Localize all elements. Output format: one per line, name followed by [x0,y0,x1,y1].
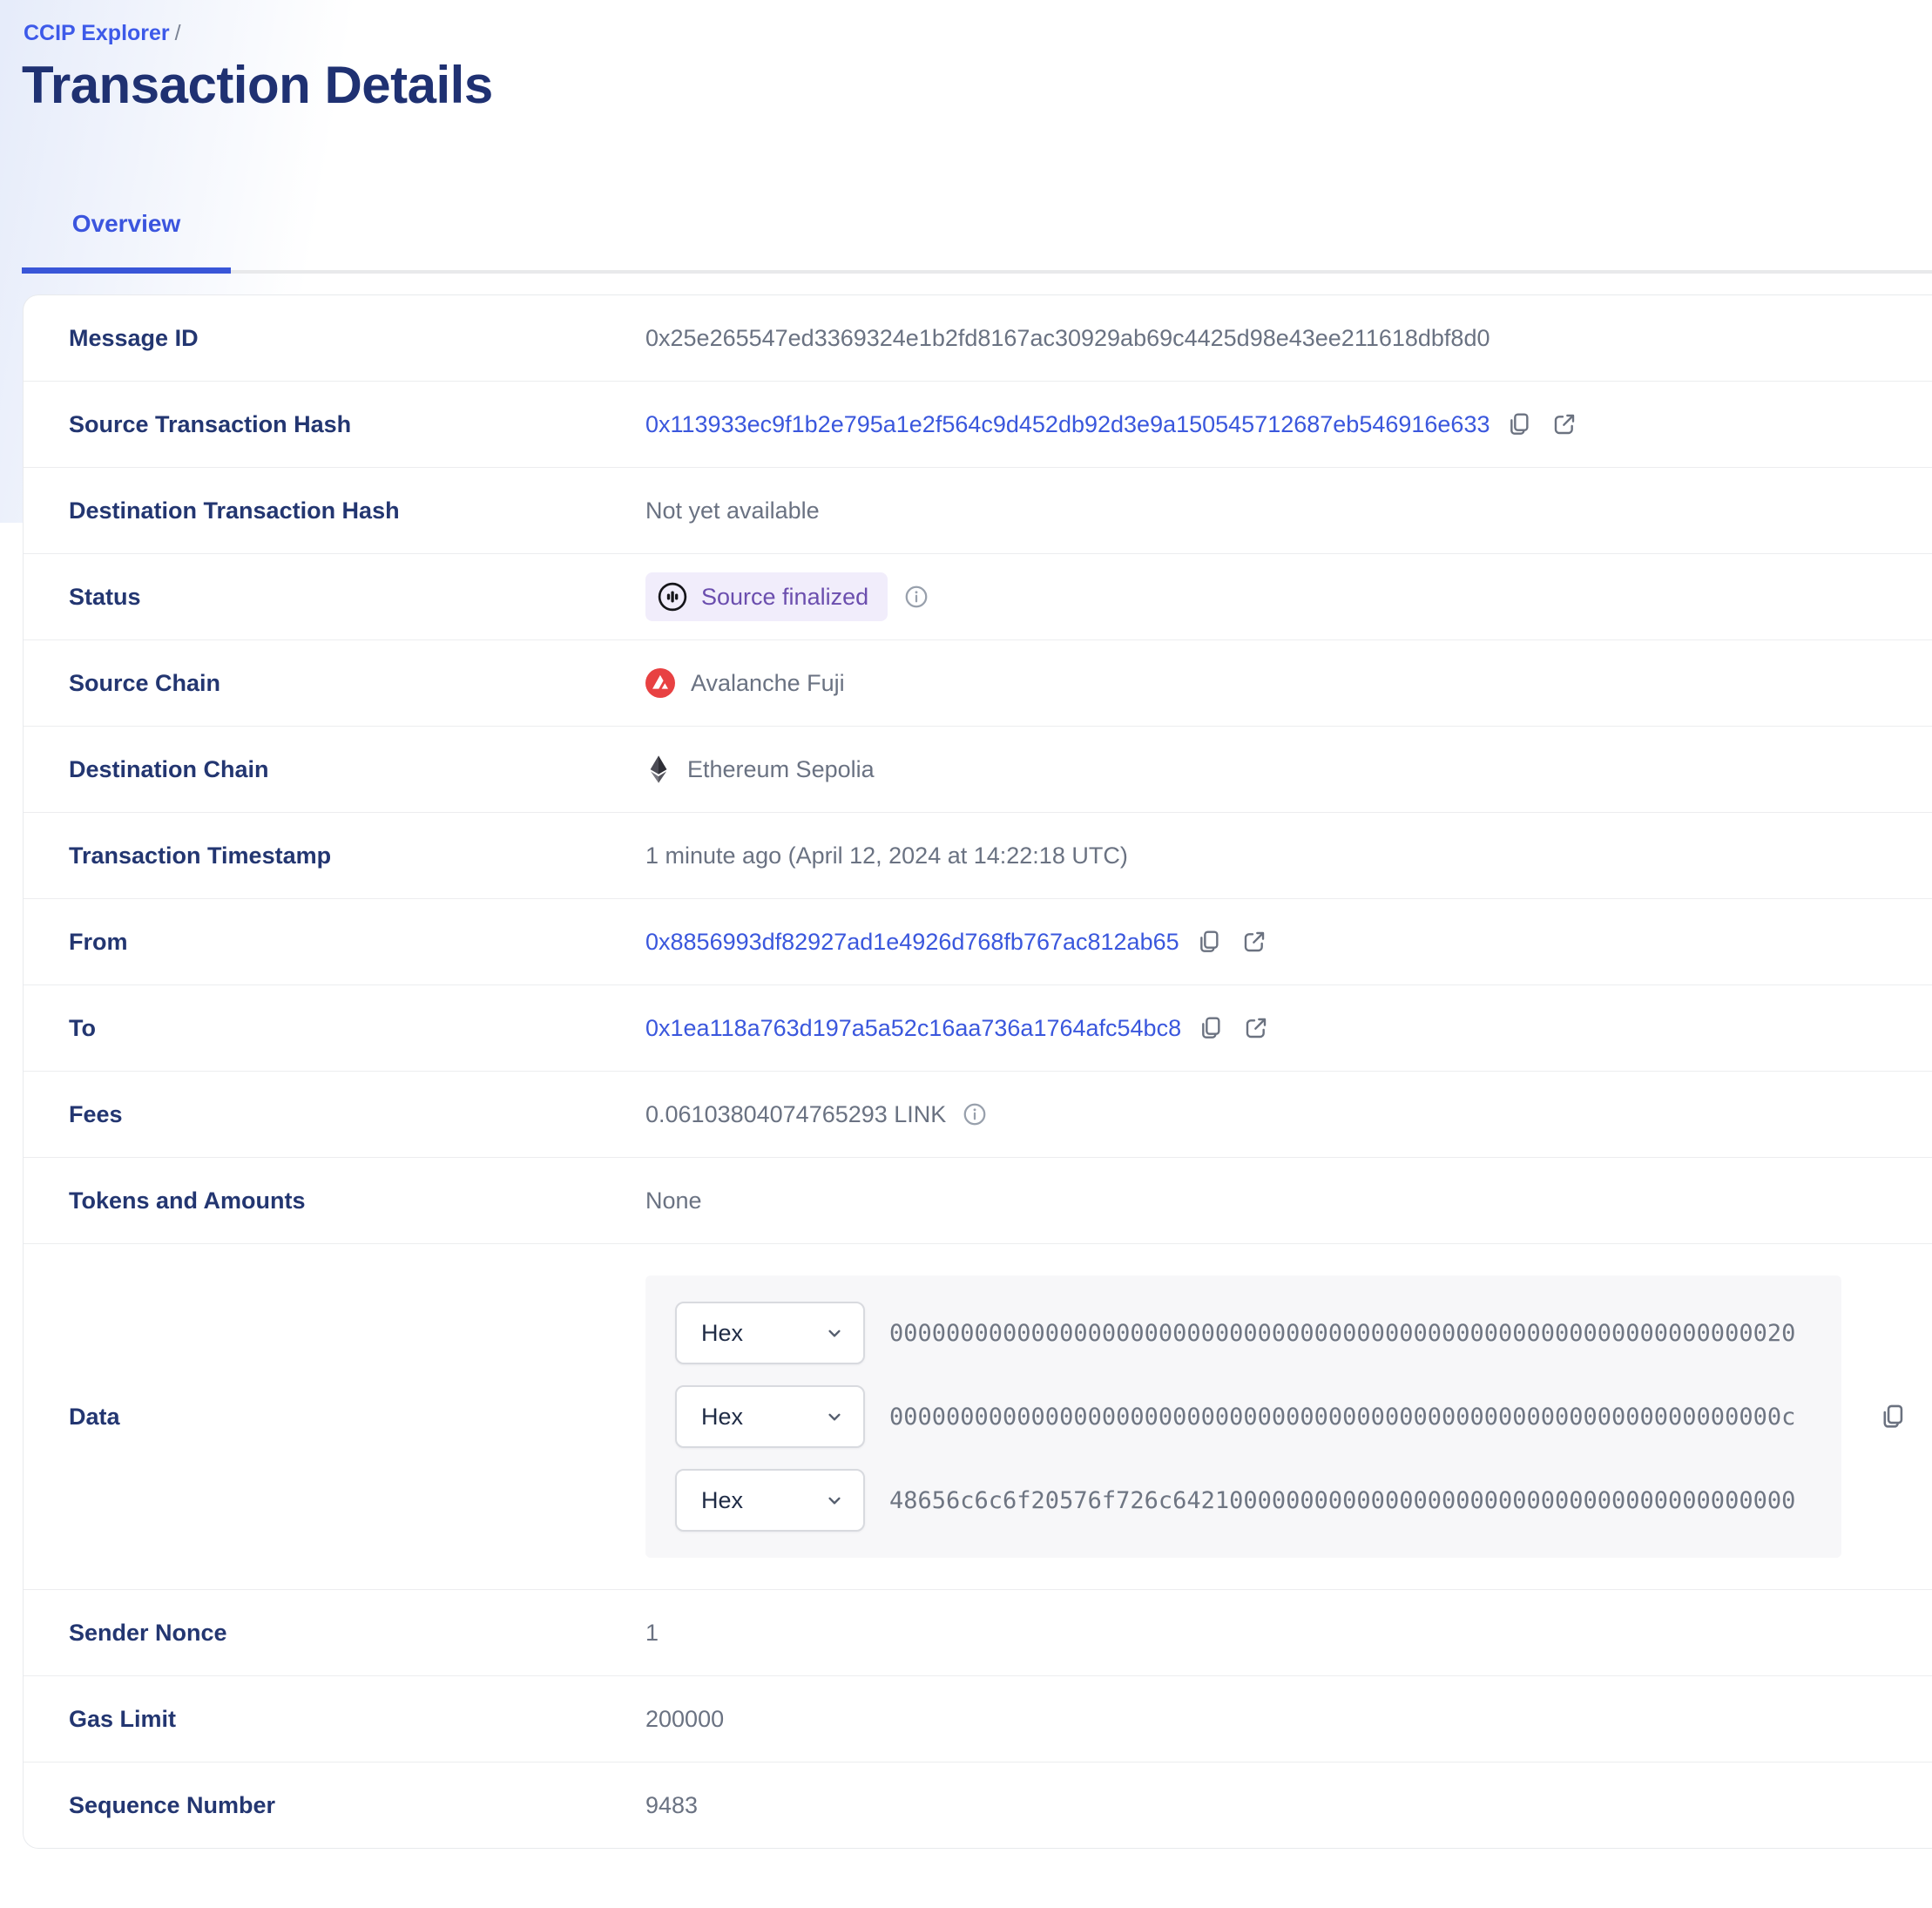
table-row-dest-chain: Destination Chain Ethereum Sepolia [24,727,1932,813]
data-line: Hex 48656c6c6f20576f726c6421000000000000… [675,1469,1812,1532]
field-label: Destination Chain [69,755,269,782]
field-label: From [69,928,128,955]
tab-bar: Overview [0,193,1932,274]
table-row-from: From 0x8856993df82927ad1e4926d768fb767ac… [24,899,1932,985]
table-row-timestamp: Transaction Timestamp 1 minute ago (Apri… [24,813,1932,899]
table-row-gas-limit: Gas Limit 200000 [24,1676,1932,1763]
tab-bar-divider [22,270,1932,274]
message-id-value: 0x25e265547ed3369324e1b2fd8167ac30929ab6… [645,324,1490,351]
field-label: Sender Nonce [69,1619,227,1646]
copy-icon[interactable] [1195,928,1223,956]
data-hex-line: 0000000000000000000000000000000000000000… [889,1403,1796,1431]
sequence-number-value: 9483 [645,1791,699,1818]
data-hex-line: 0000000000000000000000000000000000000000… [889,1319,1796,1347]
chevron-down-icon [823,1489,846,1512]
tab-overview[interactable]: Overview [22,210,231,274]
field-label: Sequence Number [69,1791,276,1818]
breadcrumb: CCIP Explorer / [24,19,1932,47]
data-format-value: Hex [701,1319,744,1346]
copy-icon[interactable] [1505,410,1533,438]
gas-limit-value: 200000 [645,1705,725,1732]
chevron-down-icon [823,1322,846,1344]
external-link-icon[interactable] [1242,1014,1270,1042]
table-row-dest-tx-hash: Destination Transaction Hash Not yet ava… [24,468,1932,554]
external-link-icon[interactable] [1240,928,1268,956]
copy-icon[interactable] [1878,1402,1908,1431]
data-format-select[interactable]: Hex [675,1385,865,1448]
field-label: Transaction Timestamp [69,842,332,869]
field-label: Fees [69,1100,123,1127]
field-label: Tokens and Amounts [69,1187,306,1214]
source-chain-name: Avalanche Fuji [691,669,845,696]
info-icon[interactable] [903,584,929,610]
timestamp-value: 1 minute ago (April 12, 2024 at 14:22:18… [645,842,1128,869]
source-tx-hash-link[interactable]: 0x113933ec9f1b2e795a1e2f564c9d452db92d3e… [645,410,1490,437]
tokens-value: None [645,1187,702,1214]
data-format-select[interactable]: Hex [675,1469,865,1532]
data-format-value: Hex [701,1486,744,1513]
data-hex-line: 48656c6c6f20576f726c64210000000000000000… [889,1486,1796,1514]
field-label: To [69,1014,96,1041]
external-link-icon[interactable] [1550,410,1578,438]
table-row-sequence-number: Sequence Number 9483 [24,1763,1932,1848]
bars-in-circle-icon [656,580,689,613]
field-label: Source Transaction Hash [69,410,352,437]
field-label: Data [69,1403,120,1430]
breadcrumb-link-ccip-explorer[interactable]: CCIP Explorer [24,21,170,45]
sender-nonce-value: 1 [645,1619,659,1646]
field-label: Source Chain [69,669,221,696]
copy-icon[interactable] [1197,1014,1225,1042]
ethereum-logo [645,754,672,784]
chevron-down-icon [823,1405,846,1428]
field-label: Message ID [69,324,199,351]
avalanche-logo [645,668,675,698]
table-row-fees: Fees 0.06103804074765293 LINK [24,1072,1932,1158]
table-row-tokens: Tokens and Amounts None [24,1158,1932,1244]
data-format-value: Hex [701,1403,744,1430]
table-row-source-tx-hash: Source Transaction Hash 0x113933ec9f1b2e… [24,382,1932,468]
data-line: Hex 000000000000000000000000000000000000… [675,1302,1812,1364]
table-row-source-chain: Source Chain Avalanche Fuji [24,640,1932,727]
table-row-message-id: Message ID 0x25e265547ed3369324e1b2fd816… [24,295,1932,382]
data-format-select[interactable]: Hex [675,1302,865,1364]
dest-chain-name: Ethereum Sepolia [687,755,875,782]
breadcrumb-separator: / [174,21,181,45]
transaction-details-table: Message ID 0x25e265547ed3369324e1b2fd816… [23,294,1932,1849]
field-label: Gas Limit [69,1705,177,1732]
dest-tx-hash-value: Not yet available [645,497,820,524]
info-icon[interactable] [962,1101,988,1127]
fees-value: 0.06103804074765293 LINK [645,1100,947,1127]
table-row-sender-nonce: Sender Nonce 1 [24,1590,1932,1676]
status-badge: Source finalized [645,572,888,621]
field-label: Status [69,583,141,610]
page-header: CCIP Explorer / Transaction Details [0,0,1932,117]
page-title: Transaction Details [22,56,493,114]
data-line: Hex 000000000000000000000000000000000000… [675,1385,1812,1448]
status-badge-label: Source finalized [701,583,869,610]
data-hex-box: Hex 000000000000000000000000000000000000… [645,1275,1841,1558]
table-row-to: To 0x1ea118a763d197a5a52c16aa736a1764afc… [24,985,1932,1072]
from-address-link[interactable]: 0x8856993df82927ad1e4926d768fb767ac812ab… [645,928,1179,955]
to-address-link[interactable]: 0x1ea118a763d197a5a52c16aa736a1764afc54b… [645,1014,1182,1041]
table-row-data: Data Hex 0000000000000000000000000000000… [24,1244,1932,1590]
field-label: Destination Transaction Hash [69,497,400,524]
table-row-status: Status Source finalized [24,554,1932,640]
